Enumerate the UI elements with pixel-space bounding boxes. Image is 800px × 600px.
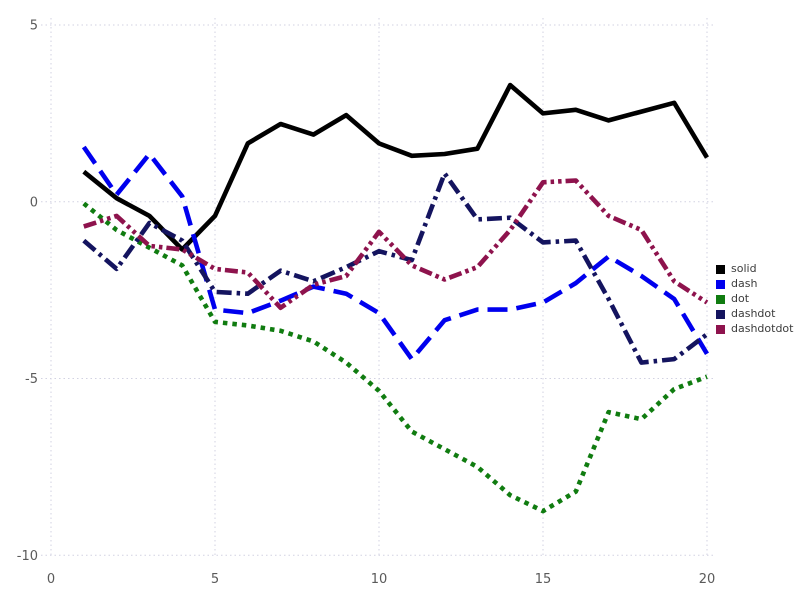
series-line-dashdotdot bbox=[83, 178, 709, 311]
legend-item-dot: dot bbox=[716, 293, 793, 305]
legend-label: dot bbox=[731, 292, 750, 305]
series-line-dot bbox=[82, 201, 708, 514]
legend-swatch-icon bbox=[716, 279, 725, 289]
gridlines bbox=[41, 18, 713, 557]
series-line-dashdot bbox=[82, 171, 709, 365]
series-line-solid bbox=[82, 82, 709, 252]
legend-item-solid: solid bbox=[716, 263, 793, 275]
legend-swatch-icon bbox=[716, 264, 725, 274]
y-tick-label-0: 0 bbox=[30, 195, 38, 210]
legend-label: dashdot bbox=[731, 307, 776, 320]
legend-swatch-icon bbox=[716, 294, 725, 304]
x-tick-label-0: 0 bbox=[47, 572, 55, 587]
data-series-lines bbox=[81, 82, 709, 514]
legend-item-dashdot: dashdot bbox=[716, 308, 793, 320]
x-tick-label-5: 5 bbox=[211, 572, 219, 587]
x-tick-label-10: 10 bbox=[371, 572, 388, 587]
legend-swatch-icon bbox=[716, 309, 725, 319]
y-tick-label-5: 5 bbox=[30, 19, 38, 34]
y-tick-label--10: -10 bbox=[17, 549, 38, 564]
axis-tick-labels: 0 5 10 15 20 5 0 -5 -10 bbox=[17, 19, 716, 588]
legend-item-dashdotdot: dashdotdot bbox=[716, 323, 793, 335]
x-tick-label-15: 15 bbox=[535, 572, 552, 587]
legend-label: solid bbox=[731, 262, 757, 275]
legend-label: dash bbox=[731, 277, 758, 290]
legend-swatch-icon bbox=[716, 324, 725, 334]
legend-item-dash: dash bbox=[716, 278, 793, 290]
series-line-dash bbox=[81, 145, 709, 362]
legend-label: dashdotdot bbox=[731, 322, 794, 335]
y-tick-label--5: -5 bbox=[25, 372, 38, 387]
x-tick-label-20: 20 bbox=[699, 572, 716, 587]
legend: solid dash dot dashdot dashdotdot bbox=[716, 263, 793, 338]
